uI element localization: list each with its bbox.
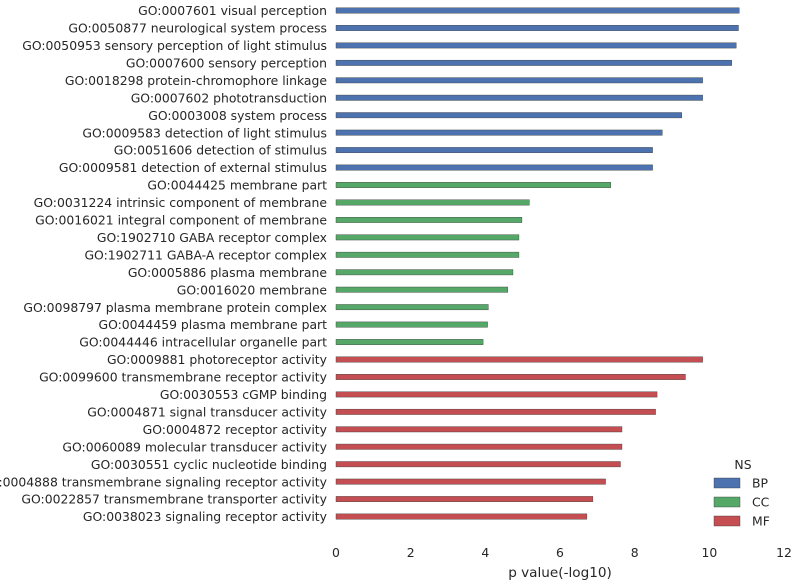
category-label: GO:0050877 neurological system process [68, 21, 327, 36]
category-label: GO:0003008 system process [148, 108, 327, 123]
bar-bp [335, 77, 703, 84]
category-label: GO:0022857 transmembrane transporter act… [21, 492, 327, 507]
legend-swatch-cc [713, 496, 741, 508]
x-axis-ticks: 0 2 4 6 8 10 12 [332, 545, 792, 560]
x-tick-label: 10 [701, 545, 717, 560]
category-label: GO:0098797 plasma membrane protein compl… [23, 300, 327, 315]
bar-mf [335, 496, 594, 502]
x-tick-label: 2 [407, 545, 415, 560]
category-label: GO:0007601 visual perception [138, 3, 327, 18]
bars [335, 7, 740, 520]
category-label: GO:0044425 membrane part [147, 178, 327, 193]
legend-title: NS [734, 457, 751, 472]
bar-bp [335, 7, 740, 14]
bar-bp [335, 42, 737, 49]
category-label: GO:0004888 transmembrane signaling recep… [0, 474, 327, 489]
legend-label-cc: CC [752, 495, 769, 510]
x-tick-label: 6 [556, 545, 564, 560]
bar-cc [335, 182, 611, 188]
legend: NS BP CC MF [713, 457, 770, 529]
category-label: GO:0099600 transmembrane receptor activi… [39, 370, 327, 385]
legend-label-bp: BP [752, 476, 769, 491]
category-label: GO:0009881 photoreceptor activity [107, 352, 327, 367]
category-label: GO:0007600 sensory perception [126, 55, 327, 70]
bar-bp [335, 59, 732, 66]
legend-label-mf: MF [752, 514, 770, 529]
category-label: GO:0051606 detection of stimulus [114, 143, 327, 158]
bar-bp [335, 147, 653, 153]
bar-mf [335, 374, 686, 380]
bar-bp [335, 94, 703, 101]
category-label: GO:0005886 plasma membrane [128, 265, 327, 280]
x-tick-label: 8 [631, 545, 639, 560]
bar-mf [335, 408, 656, 415]
bar-cc [335, 321, 488, 328]
category-label: GO:0009583 detection of light stimulus [82, 125, 327, 140]
bar-mf [335, 391, 658, 398]
bar-cc [335, 199, 530, 206]
bar-mf [335, 513, 588, 520]
category-label: GO:0050953 sensory perception of light s… [22, 38, 327, 53]
bar-mf [335, 426, 623, 433]
x-tick-label: 4 [481, 545, 489, 560]
category-label: GO:0009581 detection of external stimulu… [59, 160, 327, 175]
category-labels: GO:0007601 visual perception GO:0050877 n… [0, 3, 327, 524]
bar-bp [335, 112, 682, 119]
category-label: GO:0030551 cyclic nucleotide binding [91, 457, 327, 472]
x-tick-label: 0 [332, 545, 340, 560]
category-label: GO:0016021 integral component of membran… [35, 213, 327, 228]
bar-mf [335, 443, 623, 450]
bar-cc [335, 286, 508, 293]
category-label: GO:0044446 intracellular organelle part [79, 335, 327, 350]
category-label: GO:1902711 GABA-A receptor complex [84, 247, 327, 262]
category-label: GO:0016020 membrane [177, 282, 327, 297]
legend-swatch-bp [713, 477, 741, 489]
category-label: GO:0018298 protein-chromophore linkage [65, 73, 327, 88]
bar-cc [335, 216, 523, 223]
category-label: GO:1902710 GABA receptor complex [97, 230, 327, 245]
bar-cc [335, 251, 520, 258]
bar-mf [335, 461, 621, 468]
x-axis-label: p value(-log10) [508, 565, 612, 581]
bar-cc [335, 339, 484, 345]
legend-swatch-mf [713, 515, 741, 527]
bar-cc [335, 269, 514, 276]
bar-bp [335, 25, 739, 31]
category-label: GO:0038023 signaling receptor activity [83, 509, 327, 524]
category-label: GO:0031224 intrinsic component of membra… [34, 195, 327, 210]
category-label: GO:0004872 receptor activity [143, 422, 327, 437]
bar-bp [335, 129, 663, 136]
bar-mf [335, 478, 606, 485]
category-label: GO:0007602 phototransduction [131, 90, 327, 105]
category-label: GO:0044459 plasma membrane part [98, 317, 327, 332]
category-label: GO:0060089 molecular transducer activity [62, 439, 327, 454]
x-tick-label: 12 [776, 545, 792, 560]
bar-mf [335, 356, 703, 363]
bar-bp [335, 164, 653, 171]
category-label: GO:0030553 cGMP binding [160, 387, 327, 402]
bar-cc [335, 234, 520, 241]
category-label: GO:0004871 signal transducer activity [87, 404, 327, 419]
bar-cc [335, 304, 489, 311]
